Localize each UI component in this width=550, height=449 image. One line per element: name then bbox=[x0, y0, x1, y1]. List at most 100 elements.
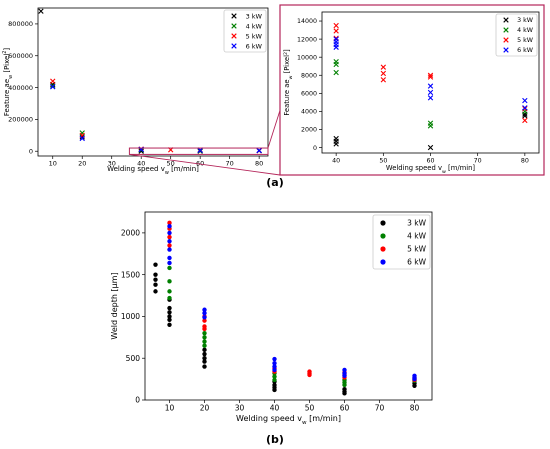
data-point bbox=[412, 376, 417, 382]
data-point-x-marker bbox=[333, 141, 339, 147]
data-point bbox=[202, 310, 207, 316]
data-point-x-marker bbox=[380, 77, 387, 83]
data-point bbox=[202, 326, 207, 332]
data-point bbox=[272, 387, 277, 393]
legend-box bbox=[223, 9, 267, 53]
data-point bbox=[272, 377, 277, 383]
data-point bbox=[153, 289, 158, 294]
data-point bbox=[202, 364, 207, 369]
data-point-x-marker bbox=[333, 28, 339, 34]
data-point bbox=[202, 315, 207, 320]
legend-label: 6 kW bbox=[517, 47, 534, 54]
data-point bbox=[202, 307, 207, 312]
legend-label: 6 kW bbox=[246, 42, 263, 50]
legend-marker bbox=[231, 13, 237, 19]
plot-frame bbox=[321, 11, 540, 154]
y-tick-label: 1500 bbox=[121, 270, 140, 279]
data-point-x-marker bbox=[380, 64, 387, 70]
x-tick-label: 50 bbox=[379, 157, 387, 164]
y-tick-label: 0 bbox=[29, 148, 33, 156]
legend-label: 3 kW bbox=[517, 17, 534, 24]
y-tick-label: 400000 bbox=[8, 84, 33, 92]
legend-marker bbox=[231, 33, 237, 39]
panel-b-chart: 10 20 30 40 50 60 70 80 0 500 1000 1500 2000 Welding … bbox=[110, 211, 433, 426]
x-tick-label: 70 bbox=[375, 404, 385, 413]
legend-label: 3 kW bbox=[407, 219, 426, 228]
data-point bbox=[167, 317, 172, 322]
zoom-connector-upper bbox=[267, 110, 281, 149]
data-point bbox=[167, 305, 172, 311]
data-point bbox=[167, 265, 172, 271]
legend-label: 3 kW bbox=[246, 12, 263, 20]
data-point-x-marker bbox=[79, 135, 85, 142]
legend-label: 5 kW bbox=[246, 32, 263, 40]
data-point-x-marker bbox=[427, 89, 434, 96]
data-point bbox=[167, 260, 172, 266]
x-tick-label: 30 bbox=[235, 404, 245, 413]
label-b: (b) bbox=[266, 433, 284, 446]
data-point-x-marker bbox=[50, 84, 56, 90]
legend-label: 6 kW bbox=[407, 258, 426, 267]
data-point-x-marker bbox=[50, 83, 56, 89]
data-point bbox=[153, 272, 158, 277]
data-point bbox=[167, 230, 172, 236]
legend-marker bbox=[380, 246, 386, 252]
panel-a-zoom-chart: 40 50 60 70 80 0 2000 4000 6000 8000 10000 12000 140… bbox=[279, 4, 545, 176]
y-tick-label: 0 bbox=[313, 145, 317, 152]
zoom-region-box bbox=[128, 147, 269, 155]
data-point bbox=[202, 356, 207, 361]
label-a: (a) bbox=[266, 176, 283, 189]
data-point-x-marker bbox=[79, 134, 85, 140]
y-tick-label: 8000 bbox=[301, 72, 317, 79]
y-tick-label: 6000 bbox=[301, 91, 317, 98]
legend-marker bbox=[380, 233, 386, 239]
data-point-x-marker bbox=[256, 147, 262, 154]
zoom-connector-lines bbox=[129, 110, 281, 176]
data-point bbox=[272, 361, 277, 366]
data-point-x-marker bbox=[333, 61, 339, 68]
data-point-x-marker bbox=[197, 147, 203, 154]
legend-label: 4 kW bbox=[517, 27, 534, 34]
x-tick-label: 20 bbox=[78, 160, 86, 168]
legend-marker bbox=[503, 47, 509, 53]
y-tick-label: 500 bbox=[126, 354, 141, 363]
legend-marker bbox=[231, 23, 237, 29]
data-point-x-marker bbox=[427, 144, 434, 151]
data-point-x-marker bbox=[138, 148, 144, 154]
data-point bbox=[153, 282, 158, 287]
x-tick-label: 60 bbox=[426, 157, 434, 164]
x-tick-label: 10 bbox=[165, 404, 175, 413]
data-point bbox=[167, 310, 172, 315]
x-axis-label: Welding speed vw [m/min] bbox=[107, 165, 199, 176]
y-tick-label: 14000 bbox=[297, 18, 317, 25]
data-point bbox=[167, 243, 172, 248]
y-tick-label: 200000 bbox=[8, 116, 33, 124]
data-point-x-marker bbox=[333, 44, 339, 50]
x-axis-label: Welding speed vw [m/min] bbox=[236, 414, 341, 426]
data-point-x-marker bbox=[427, 83, 434, 89]
x-axis-label: Welding speed vw [m/min] bbox=[386, 164, 476, 175]
data-point-x-marker bbox=[522, 97, 528, 104]
data-point bbox=[342, 373, 347, 378]
legend-label: 5 kW bbox=[517, 37, 534, 44]
x-tick-label: 60 bbox=[196, 160, 204, 168]
y-tick-label: 600000 bbox=[8, 52, 33, 60]
y-axis-label: Feature aew [Pixel2] bbox=[283, 49, 294, 116]
panel-a-main-chart: 10 20 30 40 50 60 70 80 0 200000 400000 600000 80000… bbox=[2, 7, 269, 176]
data-point bbox=[153, 262, 158, 267]
x-tick-label: 40 bbox=[270, 404, 280, 413]
data-point bbox=[167, 239, 172, 244]
x-tick-label: 10 bbox=[49, 160, 57, 168]
x-tick-label: 40 bbox=[137, 160, 145, 168]
legend-label: 5 kW bbox=[407, 245, 426, 254]
data-point bbox=[412, 383, 417, 388]
data-point bbox=[167, 234, 172, 240]
x-tick-label: 40 bbox=[332, 157, 340, 164]
legend-marker bbox=[380, 220, 386, 226]
x-tick-label: 30 bbox=[108, 160, 116, 168]
data-point bbox=[202, 330, 207, 336]
data-point bbox=[202, 318, 207, 323]
data-point bbox=[272, 374, 277, 379]
data-point bbox=[272, 356, 277, 362]
